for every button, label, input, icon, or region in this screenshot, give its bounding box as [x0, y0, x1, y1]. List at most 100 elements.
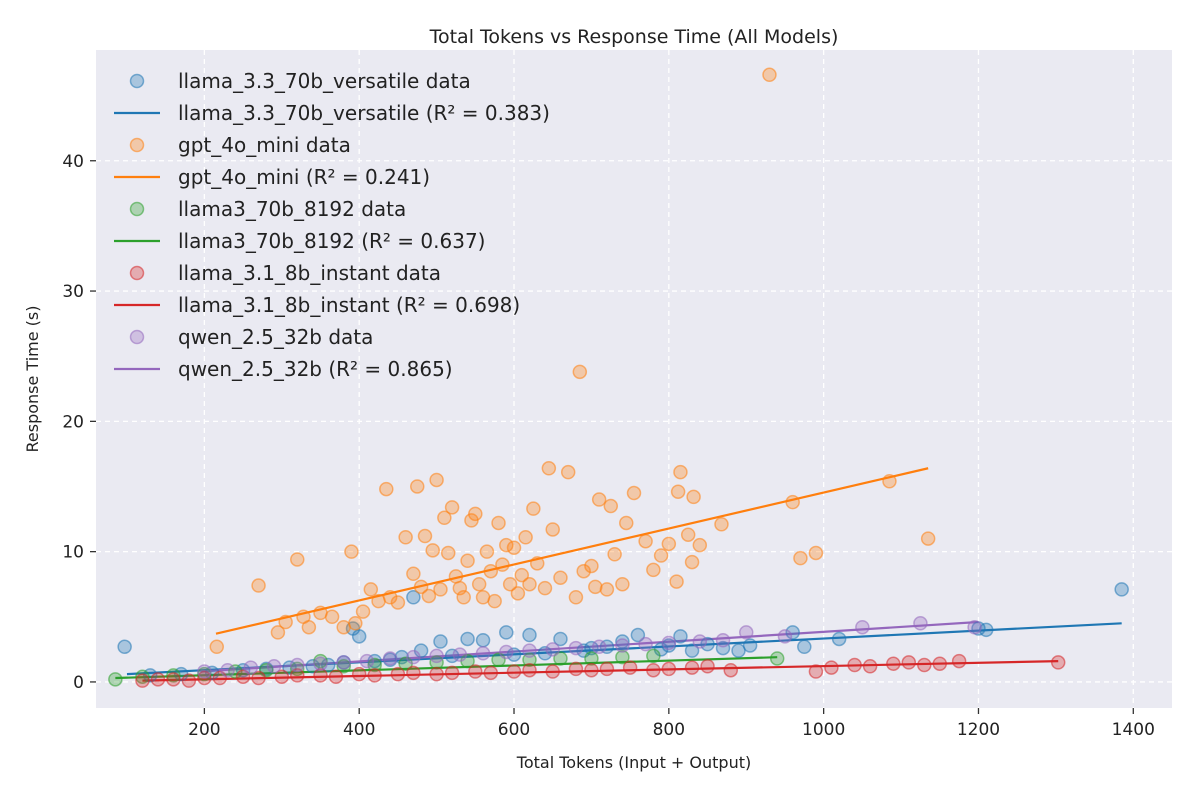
- data-point: [475, 632, 491, 648]
- data-point: [526, 501, 541, 516]
- data-point: [700, 659, 715, 674]
- legend: llama_3.3_70b_versatile data llama_3.3_70…: [114, 69, 550, 381]
- x-tick-label: 600: [498, 720, 530, 740]
- data-point: [479, 544, 495, 559]
- data-point: [220, 662, 235, 678]
- data-point: [197, 664, 212, 679]
- data-point: [793, 550, 808, 566]
- x-tick-label: 400: [343, 720, 375, 740]
- data-point: [572, 364, 588, 380]
- data-point: [425, 543, 440, 558]
- data-point: [591, 639, 607, 655]
- data-point: [619, 515, 634, 531]
- data-point: [483, 563, 499, 579]
- data-point: [1114, 582, 1129, 597]
- data-point: [913, 616, 928, 631]
- data-point: [847, 657, 862, 673]
- data-point: [615, 649, 630, 665]
- data-point: [545, 522, 560, 537]
- x-tick-label: 800: [653, 720, 685, 740]
- data-point: [506, 647, 522, 662]
- data-points: [108, 67, 1129, 688]
- legend-label: llama_3.1_8b_instant data: [178, 261, 441, 285]
- data-point: [831, 631, 847, 647]
- data-point: [417, 528, 433, 544]
- data-point: [715, 632, 731, 648]
- data-point: [468, 664, 483, 679]
- data-point: [491, 515, 506, 531]
- data-point: [406, 649, 421, 665]
- data-point: [324, 609, 340, 625]
- data-point: [235, 669, 251, 684]
- data-point: [684, 643, 700, 658]
- plot-area: [96, 50, 1172, 708]
- data-point: [607, 546, 622, 562]
- data-point: [468, 506, 483, 522]
- chart-title: Total Tokens vs Response Time (All Model…: [429, 26, 839, 48]
- data-point: [429, 666, 444, 682]
- data-point: [661, 536, 677, 552]
- data-point: [661, 635, 677, 651]
- data-point: [483, 665, 499, 681]
- data-point: [475, 646, 491, 661]
- data-point: [684, 554, 700, 570]
- data-point: [599, 661, 615, 677]
- data-point: [808, 545, 824, 561]
- data-point: [209, 639, 225, 655]
- data-point: [522, 627, 537, 643]
- data-point: [251, 670, 266, 686]
- data-point: [514, 567, 530, 583]
- data-point: [421, 588, 437, 604]
- data-point: [901, 655, 917, 670]
- data-point: [646, 562, 661, 578]
- legend-label: llama_3.3_70b_versatile data: [178, 69, 471, 93]
- data-point: [568, 589, 584, 605]
- data-point: [568, 661, 584, 677]
- data-point: [471, 576, 487, 592]
- data-point: [518, 530, 533, 545]
- data-point: [290, 657, 305, 673]
- data-point: [367, 668, 382, 683]
- data-point: [444, 665, 460, 681]
- data-point: [553, 651, 568, 666]
- data-point: [406, 566, 421, 582]
- data-point: [506, 664, 522, 679]
- data-point: [522, 576, 537, 592]
- data-point: [797, 639, 812, 655]
- fit-line: [215, 467, 929, 635]
- data-point: [862, 659, 878, 674]
- data-point: [738, 625, 754, 640]
- data-point: [967, 619, 982, 635]
- data-point: [348, 616, 363, 631]
- data-point: [410, 479, 425, 494]
- data-point: [355, 604, 371, 619]
- data-point: [886, 656, 901, 671]
- data-point: [270, 625, 286, 640]
- data-point: [785, 625, 800, 640]
- data-point: [344, 544, 359, 559]
- data-point: [433, 634, 448, 649]
- data-point: [1050, 655, 1066, 670]
- data-point: [568, 640, 584, 656]
- data-point: [673, 464, 688, 480]
- data-point: [328, 669, 344, 684]
- data-point: [336, 659, 351, 674]
- data-point: [785, 494, 800, 510]
- data-point: [351, 666, 367, 682]
- data-point: [363, 582, 379, 597]
- data-point: [599, 582, 615, 597]
- data-point: [626, 485, 642, 501]
- legend-label: qwen_2.5_32b (R² = 0.865): [178, 357, 453, 381]
- data-point: [653, 548, 669, 563]
- legend-marker: [129, 201, 145, 217]
- data-point: [382, 589, 398, 605]
- data-point: [166, 668, 181, 683]
- data-point: [700, 636, 715, 652]
- y-axis-label: Response Time (s): [23, 306, 42, 453]
- data-point: [638, 636, 653, 652]
- data-point: [742, 638, 758, 653]
- data-point: [522, 643, 537, 658]
- data-point: [135, 669, 150, 684]
- data-point: [615, 638, 630, 653]
- data-point: [769, 651, 785, 666]
